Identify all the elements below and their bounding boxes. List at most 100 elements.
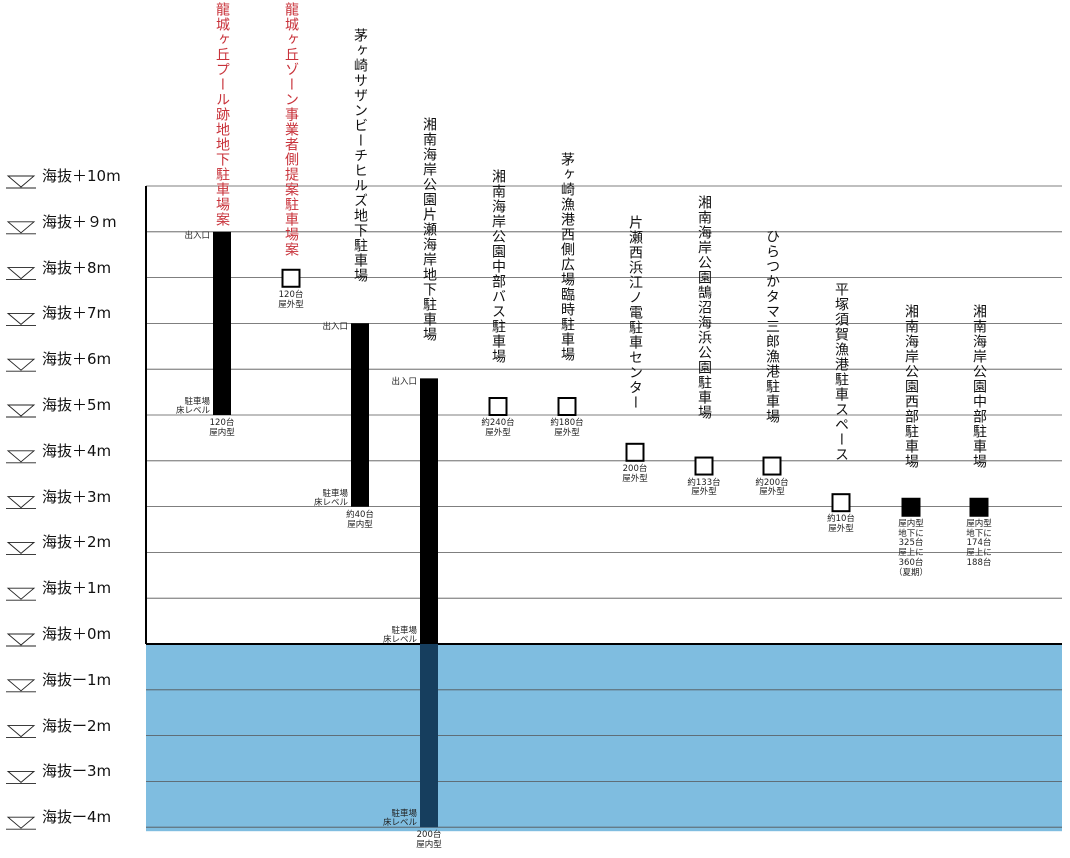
site-title: 片瀬西浜江ノ電駐車センター [627, 214, 643, 410]
level-label: 海抜ー3m [42, 762, 112, 781]
capacity-label: 地下に [966, 528, 992, 539]
level-marker-icon [6, 312, 36, 325]
site-title: 龍城ヶ丘ゾーン事業者側提案駐車場案 [283, 2, 299, 257]
capacity-label: 約240台 [481, 418, 515, 428]
level-marker-icon [6, 221, 36, 234]
outdoor-parking-marker [694, 456, 714, 476]
level-label: 海抜＋９m [42, 212, 117, 231]
capacity-label: 200台 [416, 830, 442, 841]
level-label: 海抜＋3m [42, 487, 112, 506]
floor-level-label: 駐車場 [391, 626, 417, 636]
capacity-label: 174台 [966, 538, 992, 549]
site-title: 茅ヶ崎サザンビーチヒルズ地下駐車場 [352, 28, 368, 284]
floor-level-label: 床レベル [382, 818, 417, 829]
level-marker-icon [6, 175, 36, 188]
level-marker-icon [6, 496, 36, 509]
capacity-label: 屋内型 [416, 840, 442, 851]
capacity-label: 360台 [898, 557, 924, 568]
capacity-label: 120台 [278, 289, 304, 300]
floor-level-label: 駐車場 [391, 809, 417, 820]
site-title: 湘南海岸公園片瀬海岸地下駐車場 [421, 117, 437, 343]
floor-level-label: 床レベル [313, 497, 348, 508]
capacity-label: 屋外型 [554, 427, 580, 438]
capacity-label: 120台 [209, 418, 235, 428]
floor-level-label: 駐車場 [184, 397, 210, 407]
floor-level-label: 床レベル [382, 635, 417, 645]
capacity-label: （夏期） [893, 567, 928, 578]
parking-depth-bar [213, 231, 231, 415]
parking-depth-bar [420, 378, 438, 644]
level-label: 海抜＋8m [42, 258, 112, 277]
level-marker-icon [6, 541, 36, 554]
level-marker-icon [6, 679, 36, 692]
level-marker-icon [6, 816, 36, 829]
site-title: 湘南海岸公園中部バス駐車場 [490, 169, 506, 364]
level-marker-icon [6, 770, 36, 783]
outdoor-parking-marker [281, 268, 301, 288]
capacity-label: 約40台 [346, 509, 374, 520]
capacity-label: 屋外型 [485, 427, 511, 438]
capacity-label: 188台 [966, 557, 992, 568]
indoor-parking-marker [901, 497, 921, 517]
outdoor-parking-marker [488, 397, 508, 416]
site-title: 湘南海岸公園鵠沼海浜公園駐車場 [696, 194, 712, 420]
outdoor-parking-marker [557, 397, 577, 416]
capacity-label: 屋内型 [347, 519, 373, 530]
level-marker-icon [6, 633, 36, 646]
outdoor-parking-marker [625, 442, 645, 462]
level-marker-icon [6, 725, 36, 738]
level-label: 海抜ー2m [42, 716, 112, 735]
level-label: 海抜＋0m [42, 625, 112, 643]
site-title: 龍城ヶ丘プール跡地地下駐車場案 [214, 2, 230, 227]
site-title: 茅ヶ崎漁港西側広場臨時駐車場 [559, 152, 575, 362]
capacity-label: 約133台 [687, 477, 721, 488]
parking-depth-bar [351, 323, 369, 507]
level-marker-icon [6, 404, 36, 417]
level-label: 海抜ー4m [42, 808, 112, 827]
capacity-label: 約10台 [827, 514, 855, 525]
sea-area [146, 644, 1062, 832]
level-label: 海抜＋5m [42, 396, 112, 414]
floor-level-label: 駐車場 [322, 488, 348, 499]
site-title: ひらつかタマ三郎漁港駐車場 [764, 228, 780, 424]
outdoor-parking-marker [831, 493, 851, 513]
capacity-label: 屋外型 [278, 299, 304, 310]
level-label: 海抜＋7m [42, 304, 112, 323]
site-title: 平塚須賀漁港駐車スペース [833, 282, 849, 463]
capacity-label: 屋上に [898, 548, 924, 559]
capacity-label: 屋内型 [209, 428, 235, 438]
capacity-label: 約200台 [755, 477, 789, 488]
capacity-label: 屋内型 [898, 518, 924, 529]
parking-depth-bar-underwater [420, 644, 438, 828]
indoor-parking-marker [969, 497, 989, 517]
entrance-label: 出入口 [322, 322, 348, 333]
level-label: 海抜＋2m [42, 533, 112, 552]
level-label: 海抜＋4m [42, 441, 112, 460]
level-label: 海抜＋1m [42, 579, 112, 598]
capacity-label: 屋外型 [622, 473, 648, 484]
entrance-label: 出入口 [391, 377, 417, 388]
outdoor-parking-marker [762, 456, 782, 476]
level-marker-icon [6, 267, 36, 280]
level-marker-icon [6, 450, 36, 463]
floor-level-label: 床レベル [175, 406, 210, 416]
site-title: 湘南海岸公園西部駐車場 [903, 303, 919, 469]
level-label: 海抜＋6m [42, 350, 112, 369]
site-title: 湘南海岸公園中部駐車場 [971, 303, 987, 469]
level-marker-icon [6, 358, 36, 371]
capacity-label: 325台 [898, 538, 924, 549]
capacity-label: 屋外型 [691, 487, 717, 498]
capacity-label: 地下に [898, 528, 924, 539]
capacity-label: 屋内型 [966, 518, 992, 529]
level-marker-icon [6, 587, 36, 600]
entrance-label: 出入口 [184, 230, 210, 241]
capacity-label: 屋外型 [759, 487, 785, 498]
capacity-label: 約180台 [550, 418, 584, 428]
capacity-label: 屋上に [966, 548, 992, 559]
level-label: 海抜ー1m [42, 670, 112, 689]
capacity-label: 屋外型 [828, 523, 854, 534]
capacity-label: 200台 [622, 463, 648, 474]
level-label: 海抜＋10m [42, 167, 121, 185]
